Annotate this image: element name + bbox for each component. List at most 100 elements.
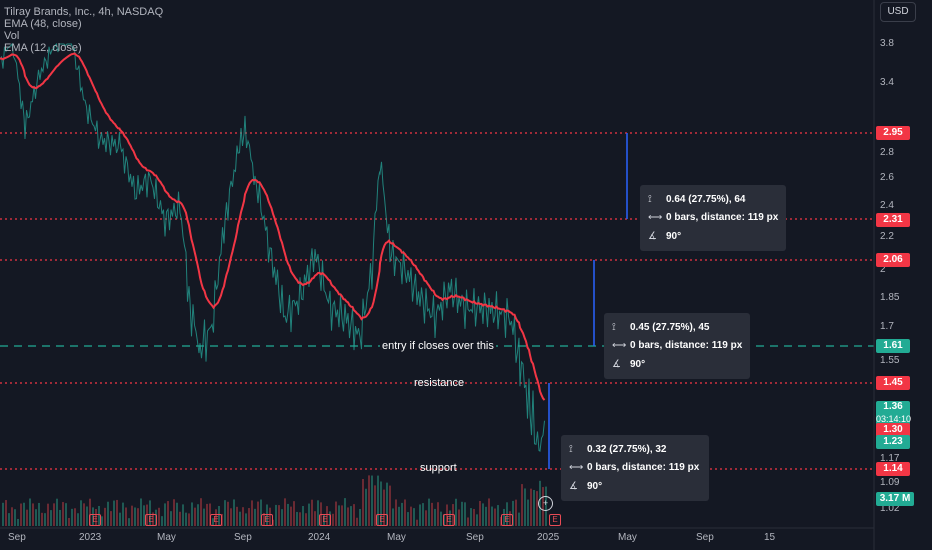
volume-bar <box>479 500 481 526</box>
volume-bar <box>380 481 382 526</box>
earnings-marker[interactable]: E <box>210 514 222 526</box>
volume-bar <box>32 503 34 526</box>
volume-bar <box>305 513 307 526</box>
x-tick-label: Sep <box>8 532 26 543</box>
legend-ema12: EMA (12, close) <box>4 42 82 54</box>
volume-bar <box>413 508 415 526</box>
volume-bar <box>110 511 112 526</box>
volume-bar <box>95 508 97 526</box>
volume-bar <box>461 501 463 526</box>
earnings-marker[interactable]: E <box>549 514 561 526</box>
volume-bar <box>383 489 385 526</box>
earnings-marker[interactable]: E <box>443 514 455 526</box>
price-tag-red: 1.14 <box>876 462 910 476</box>
volume-bar <box>35 509 37 526</box>
volume-bar <box>26 509 28 526</box>
volume-bar <box>314 511 316 526</box>
volume-bar <box>455 498 457 526</box>
volume-bar <box>404 499 406 526</box>
resistance-annotation[interactable]: resistance <box>414 377 465 389</box>
volume-bar <box>389 485 391 526</box>
volume-bar <box>470 508 472 526</box>
last-price-tag: 1.36 03:14:10 <box>876 401 912 425</box>
volume-bar <box>278 505 280 526</box>
volume-bar <box>17 518 19 526</box>
measure-angle: 90° <box>666 231 682 242</box>
volume-bar <box>485 506 487 526</box>
x-tick-label: May <box>618 532 637 543</box>
measure-tooltip: ⟟ 0.45 (27.75%), 45 ⟷ 0 bars, distance: 11… <box>604 313 750 379</box>
y-tick-label: 1.17 <box>880 453 900 464</box>
volume-bar <box>518 512 520 526</box>
bars-range-icon: ⟷ <box>648 212 663 223</box>
legend-title: Tilray Brands, Inc., 4h, NASDAQ <box>4 6 164 18</box>
entry-annotation[interactable]: entry if closes over this <box>380 340 496 352</box>
volume-bar <box>521 484 523 526</box>
y-tick-label: 1.55 <box>880 355 900 366</box>
volume-bar <box>311 499 313 526</box>
currency-button[interactable]: USD <box>880 2 916 22</box>
bar-countdown: 03:14:10 <box>876 414 912 424</box>
earnings-marker[interactable]: E <box>501 514 513 526</box>
volume-bar <box>101 516 103 526</box>
price-tag-red: 2.95 <box>876 126 910 140</box>
earnings-marker[interactable]: E <box>319 514 331 526</box>
y-tick-label: 3.4 <box>880 77 894 88</box>
add-event-icon[interactable]: + <box>538 496 553 511</box>
earnings-marker[interactable]: E <box>261 514 273 526</box>
legend-vol: Vol <box>4 30 20 42</box>
y-tick-label: 2 <box>880 264 886 275</box>
volume-bar <box>317 500 319 526</box>
volume-bar <box>419 504 421 526</box>
x-tick-label: May <box>157 532 176 543</box>
y-tick-label: 1.7 <box>880 321 894 332</box>
volume-bar <box>335 501 337 526</box>
volume-bar <box>350 506 352 526</box>
volume-bar <box>254 508 256 526</box>
volume-bar <box>362 479 364 526</box>
volume-bar <box>41 512 43 526</box>
volume-bar <box>332 513 334 526</box>
earnings-marker[interactable]: E <box>376 514 388 526</box>
last-price-value: 1.36 <box>883 401 903 412</box>
volume-bar <box>197 504 199 526</box>
ema-line <box>0 52 546 401</box>
volume-bar <box>386 482 388 526</box>
x-tick-label: Sep <box>466 532 484 543</box>
volume-bar <box>89 498 91 526</box>
support-annotation[interactable]: support <box>420 462 457 474</box>
volume-bar <box>434 508 436 526</box>
measure-tooltip: ⟟ 0.64 (27.75%), 64 ⟷ 0 bars, distance: 11… <box>640 185 786 251</box>
volume-bar <box>71 508 73 526</box>
volume-bar <box>338 505 340 526</box>
earnings-marker[interactable]: E <box>145 514 157 526</box>
volume-bar <box>86 506 88 526</box>
earnings-marker[interactable]: E <box>89 514 101 526</box>
volume-bar <box>203 508 205 526</box>
volume-bar <box>191 502 193 526</box>
volume-bar <box>287 503 289 526</box>
volume-bar <box>536 491 538 526</box>
measure-tooltip: ⟟ 0.32 (27.75%), 32 ⟷ 0 bars, distance: 11… <box>561 435 709 501</box>
volume-bar <box>266 504 268 526</box>
volume-bar <box>14 509 16 526</box>
volume-bar <box>194 507 196 526</box>
volume-bar <box>281 509 283 526</box>
volume-bar <box>446 504 448 526</box>
measure-bars: 0 bars, distance: 119 px <box>666 212 779 223</box>
volume-bar <box>308 503 310 526</box>
volume-bar <box>92 507 94 526</box>
volume-bar <box>179 511 181 526</box>
volume-bar <box>326 506 328 526</box>
volume-bar <box>248 508 250 526</box>
measure-angle: 90° <box>587 481 603 492</box>
volume-bar <box>422 503 424 526</box>
volume-bar <box>173 499 175 526</box>
x-tick-label: 2023 <box>79 532 102 543</box>
volume-bar <box>257 501 259 526</box>
volume-bar <box>509 511 511 526</box>
volume-bar <box>359 508 361 526</box>
volume-bar <box>44 513 46 526</box>
price-tag-green: 1.61 <box>876 339 910 353</box>
